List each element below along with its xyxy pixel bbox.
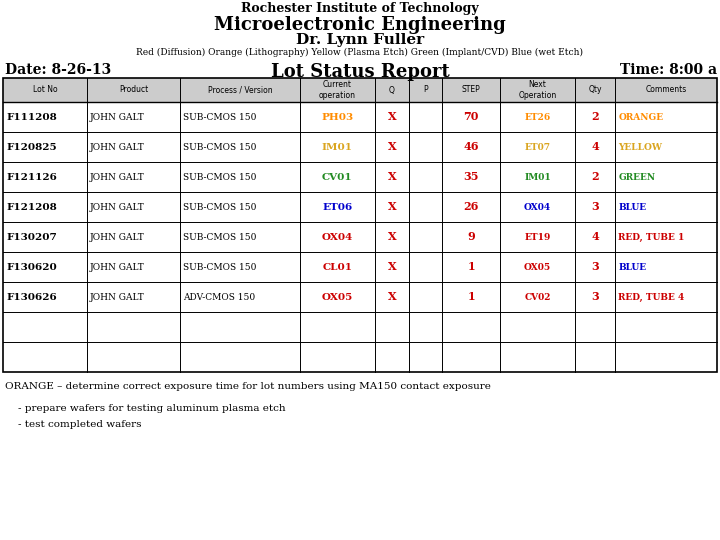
Text: CV01: CV01	[322, 172, 353, 181]
Text: ET19: ET19	[524, 233, 551, 241]
Text: Date: 8-26-13: Date: 8-26-13	[5, 63, 112, 77]
Text: JOHN GALT: JOHN GALT	[90, 262, 145, 272]
Text: Qty: Qty	[588, 85, 602, 94]
Text: ORANGE – determine correct exposure time for lot numbers using MA150 contact exp: ORANGE – determine correct exposure time…	[5, 382, 491, 391]
Text: P: P	[423, 85, 428, 94]
Text: Current
operation: Current operation	[319, 80, 356, 100]
Text: ORANGE: ORANGE	[618, 112, 663, 122]
Text: JOHN GALT: JOHN GALT	[90, 172, 145, 181]
Text: F130207: F130207	[6, 233, 57, 241]
Text: Dr. Lynn Fuller: Dr. Lynn Fuller	[296, 33, 424, 47]
Text: SUB-CMOS 150: SUB-CMOS 150	[183, 233, 256, 241]
Bar	[3, 78, 717, 102]
Text: Next
Operation: Next Operation	[518, 80, 557, 100]
Text: JOHN GALT: JOHN GALT	[90, 143, 145, 152]
Text: ET06: ET06	[323, 202, 353, 212]
Text: F111208: F111208	[6, 112, 57, 122]
Text: Comments: Comments	[645, 85, 687, 94]
Text: STEP: STEP	[462, 85, 480, 94]
Text: OX04: OX04	[524, 202, 552, 212]
Text: 3: 3	[591, 292, 599, 302]
Text: 9: 9	[467, 232, 475, 242]
Text: X: X	[387, 111, 396, 123]
Text: YELLOW: YELLOW	[618, 143, 662, 152]
Text: - test completed wafers: - test completed wafers	[5, 420, 142, 429]
Text: ADV-CMOS 150: ADV-CMOS 150	[183, 293, 256, 301]
Text: 3: 3	[591, 201, 599, 213]
Text: Lot No: Lot No	[33, 85, 58, 94]
Text: JOHN GALT: JOHN GALT	[90, 112, 145, 122]
Text: Red (Diffusion) Orange (Lithography) Yellow (Plasma Etch) Green (Implant/CVD) Bl: Red (Diffusion) Orange (Lithography) Yel…	[137, 48, 583, 57]
Text: 46: 46	[464, 141, 479, 152]
Text: JOHN GALT: JOHN GALT	[90, 233, 145, 241]
Text: ET26: ET26	[524, 112, 551, 122]
Text: RED, TUBE 1: RED, TUBE 1	[618, 233, 685, 241]
Text: F121126: F121126	[6, 172, 57, 181]
Text: BLUE: BLUE	[618, 202, 647, 212]
Text: CV02: CV02	[524, 293, 551, 301]
Text: GREEN: GREEN	[618, 172, 655, 181]
Text: 2: 2	[591, 172, 599, 183]
Text: Q: Q	[389, 85, 395, 94]
Text: Lot Status Report: Lot Status Report	[271, 63, 449, 81]
Text: JOHN GALT: JOHN GALT	[90, 202, 145, 212]
Text: X: X	[387, 261, 396, 273]
Bar	[3, 78, 717, 372]
Text: 70: 70	[464, 111, 479, 123]
Text: X: X	[387, 141, 396, 152]
Text: PH03: PH03	[321, 112, 354, 122]
Text: Process / Version: Process / Version	[207, 85, 272, 94]
Text: IM01: IM01	[524, 172, 551, 181]
Text: SUB-CMOS 150: SUB-CMOS 150	[183, 172, 256, 181]
Text: JOHN GALT: JOHN GALT	[90, 293, 145, 301]
Text: F120825: F120825	[6, 143, 57, 152]
Text: 3: 3	[591, 261, 599, 273]
Text: F121208: F121208	[6, 202, 57, 212]
Text: X: X	[387, 292, 396, 302]
Text: RED, TUBE 4: RED, TUBE 4	[618, 293, 685, 301]
Text: ET07: ET07	[525, 143, 551, 152]
Text: F130626: F130626	[6, 293, 57, 301]
Text: Microelectronic Engineering: Microelectronic Engineering	[214, 16, 506, 34]
Text: - prepare wafers for testing aluminum plasma etch: - prepare wafers for testing aluminum pl…	[5, 404, 286, 413]
Text: 35: 35	[464, 172, 479, 183]
Text: 26: 26	[464, 201, 479, 213]
Text: IM01: IM01	[322, 143, 353, 152]
Text: 2: 2	[591, 111, 599, 123]
Text: 4: 4	[591, 141, 599, 152]
Text: X: X	[387, 172, 396, 183]
Text: BLUE: BLUE	[618, 262, 647, 272]
Text: Product: Product	[119, 85, 148, 94]
Text: Time: 8:00 a: Time: 8:00 a	[620, 63, 717, 77]
Text: SUB-CMOS 150: SUB-CMOS 150	[183, 202, 256, 212]
Text: Rochester Institute of Technology: Rochester Institute of Technology	[241, 2, 479, 15]
Text: SUB-CMOS 150: SUB-CMOS 150	[183, 262, 256, 272]
Text: CL01: CL01	[323, 262, 352, 272]
Text: OX04: OX04	[322, 233, 353, 241]
Text: SUB-CMOS 150: SUB-CMOS 150	[183, 143, 256, 152]
Text: OX05: OX05	[322, 293, 353, 301]
Text: 1: 1	[467, 292, 475, 302]
Text: F130620: F130620	[6, 262, 57, 272]
Text: 4: 4	[591, 232, 599, 242]
Text: SUB-CMOS 150: SUB-CMOS 150	[183, 112, 256, 122]
Text: X: X	[387, 232, 396, 242]
Text: OX05: OX05	[524, 262, 552, 272]
Text: X: X	[387, 201, 396, 213]
Text: 1: 1	[467, 261, 475, 273]
